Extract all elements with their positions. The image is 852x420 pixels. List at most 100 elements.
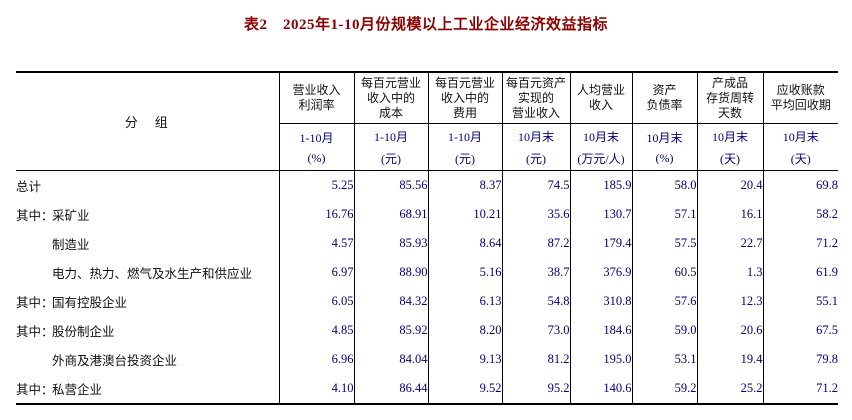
- cell-value: 6.13: [428, 287, 503, 316]
- column-period-unit: 1-10月 (元): [354, 123, 429, 171]
- cell-value: 60.5: [632, 258, 698, 287]
- cell-value: 85.92: [354, 316, 429, 345]
- column-period-unit: 10月末 (元): [502, 123, 571, 171]
- period-label: 1-10月: [299, 130, 334, 145]
- table-body: 总计 5.25 85.56 8.37 74.5 185.9 58.0 20.4 69.8 其中：采…: [16, 170, 838, 404]
- row-name: 国有控股企业: [52, 296, 128, 310]
- cell-value: 38.7: [502, 258, 571, 287]
- row-label: 电力、热力、燃气及水生产和供应业: [16, 258, 280, 287]
- period-label: 1-10月: [448, 129, 482, 144]
- column-period-unit: 10月末 (万元/人): [570, 123, 633, 171]
- cell-value: 6.96: [279, 345, 355, 374]
- row-name: 电力、热力、燃气及水生产和供应业: [52, 267, 253, 281]
- cell-value: 84.04: [354, 345, 429, 374]
- cell-value: 71.2: [816, 236, 838, 250]
- cell-value: 53.1: [632, 345, 698, 374]
- cell-value: 195.0: [570, 345, 633, 374]
- column-header: 人均营业 收入: [570, 72, 633, 124]
- cell-value: 95.2: [502, 374, 571, 404]
- indicator-table: 分 组 营业收入 利润率 每百元营业 收入中的 成本 每百元营业 收入中的 费用…: [16, 71, 838, 405]
- cell-value: 1.3: [697, 258, 764, 287]
- cell-value: 5.25: [279, 170, 355, 200]
- cell-value: 57.5: [632, 229, 698, 258]
- column-header: 每百元营业 收入中的 费用: [428, 72, 503, 124]
- cell-value: 79.8: [816, 352, 838, 366]
- column-period-unit: 1-10月 (元): [428, 123, 503, 171]
- cell-value: 57.6: [632, 287, 698, 316]
- cell-value: 54.8: [502, 287, 571, 316]
- row-prefix: 其中：: [16, 209, 54, 223]
- cell-value: 8.64: [428, 229, 503, 258]
- cell-value: 59.2: [632, 374, 698, 404]
- table-row: 制造业 4.57 85.93 8.64 87.2 179.4 57.5 22.7 71.2: [16, 229, 838, 258]
- table-header: 分 组 营业收入 利润率 每百元营业 收入中的 成本 每百元营业 收入中的 费用…: [16, 72, 838, 171]
- group-column-header: 分 组: [16, 72, 280, 171]
- cell-value: 69.8: [816, 178, 838, 192]
- row-name: 总计: [16, 180, 42, 194]
- row-name: 采矿业: [52, 209, 90, 223]
- cell-value: 16.1: [697, 200, 764, 229]
- period-label: 10月末: [517, 129, 554, 144]
- period-label: 10月末: [646, 130, 683, 145]
- row-label: 总计: [16, 170, 280, 200]
- unit-label: (元): [526, 151, 546, 166]
- cell-value: 185.9: [570, 170, 633, 200]
- cell-value: 19.4: [697, 345, 764, 374]
- row-label: 其中：国有控股企业: [16, 287, 280, 316]
- cell-value: 59.0: [632, 316, 698, 345]
- cell-value: 61.9: [816, 265, 838, 279]
- cell-value: 57.1: [632, 200, 698, 229]
- column-period-unit: 10月末 (天): [763, 123, 838, 171]
- column-header: 营业收入 利润率: [279, 72, 355, 124]
- unit-label: (元): [455, 151, 475, 166]
- row-label: 其中：私营企业: [16, 374, 280, 404]
- table-row: 电力、热力、燃气及水生产和供应业 6.97 88.90 5.16 38.7 376.9 60…: [16, 258, 838, 287]
- cell-value: 184.6: [570, 316, 633, 345]
- cell-value: 6.05: [279, 287, 355, 316]
- cell-value: 4.57: [279, 229, 355, 258]
- cell-value: 67.5: [816, 323, 838, 337]
- column-period-unit: 1-10月 (%): [279, 123, 355, 171]
- row-prefix: 其中：: [16, 383, 54, 397]
- cell-value: 58.0: [632, 170, 698, 200]
- cell-value: 58.2: [816, 207, 838, 221]
- cell-value: 10.21: [428, 200, 503, 229]
- cell-value: 25.2: [697, 374, 764, 404]
- cell-value: 81.2: [502, 345, 571, 374]
- cell-value: 68.91: [354, 200, 429, 229]
- unit-label: (天): [790, 151, 811, 166]
- cell-value: 86.44: [354, 374, 429, 404]
- row-label: 外商及港澳台投资企业: [16, 345, 280, 374]
- cell-value: 87.2: [502, 229, 571, 258]
- table-row: 其中：私营企业 4.10 86.44 9.52 95.2 140.6 59.2 25.2 71.…: [16, 374, 838, 404]
- cell-value: 74.5: [502, 170, 571, 200]
- row-name: 私营企业: [52, 383, 103, 397]
- column-header: 产成品 存货周转 天数: [697, 72, 764, 124]
- cell-value: 5.16: [428, 258, 503, 287]
- cell-value: 4.10: [279, 374, 355, 404]
- column-header: 每百元资产 实现的 营业收入: [502, 72, 571, 124]
- cell-value: 16.76: [279, 200, 355, 229]
- table-row: 其中：采矿业 16.76 68.91 10.21 35.6 130.7 57.1 16.1 58…: [16, 200, 838, 229]
- cell-value: 130.7: [570, 200, 633, 229]
- page-title: 表2 2025年1-10月份规模以上工业企业经济效益指标: [244, 17, 608, 33]
- cell-value: 55.1: [816, 294, 838, 308]
- cell-value: 6.97: [279, 258, 355, 287]
- period-label: 10月末: [782, 129, 819, 144]
- table-row: 其中：股份制企业 4.85 85.92 8.20 73.0 184.6 59.0 20.6 67…: [16, 316, 838, 345]
- table-row: 总计 5.25 85.56 8.37 74.5 185.9 58.0 20.4 69.8: [16, 170, 838, 200]
- unit-label: (元): [381, 151, 401, 166]
- cell-value: 9.13: [428, 345, 503, 374]
- row-prefix: 其中：: [16, 296, 54, 310]
- table-row: 其中：国有控股企业 6.05 84.32 6.13 54.8 310.8 57.6 12.3 5…: [16, 287, 838, 316]
- cell-value: 20.4: [697, 170, 764, 200]
- table-row: 外商及港澳台投资企业 6.96 84.04 9.13 81.2 195.0 53.1 19.4…: [16, 345, 838, 374]
- cell-value: 35.6: [502, 200, 571, 229]
- period-label: 1-10月: [374, 129, 408, 144]
- cell-value: 73.0: [502, 316, 571, 345]
- cell-value: 4.85: [279, 316, 355, 345]
- column-period-unit: 10月末 (%): [632, 123, 698, 171]
- cell-value: 9.52: [428, 374, 503, 404]
- row-label: 其中：采矿业: [16, 200, 280, 229]
